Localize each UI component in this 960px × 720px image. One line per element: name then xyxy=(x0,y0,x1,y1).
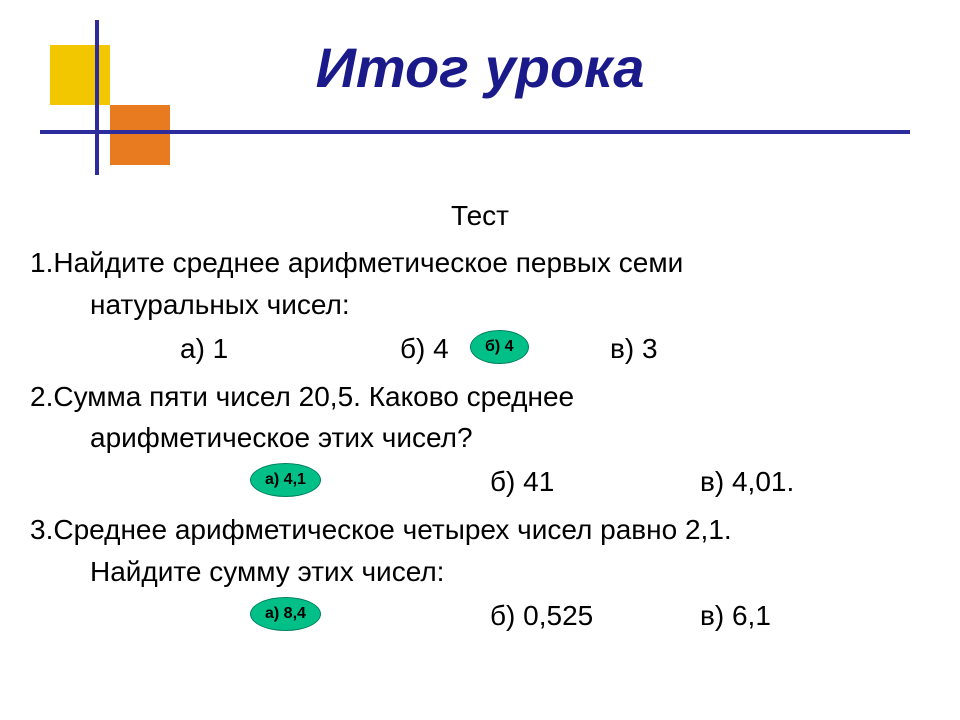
q2-correct-badge: а) 4,1 xyxy=(250,463,321,497)
q3-line2: Найдите сумму этих чисел: xyxy=(30,553,930,591)
orange-square xyxy=(110,105,170,165)
q3-answers: а) 8,4 б) 0,525 в) 6,1 xyxy=(30,595,930,639)
content-area: Тест 1.Найдите среднее арифметическое пе… xyxy=(30,200,930,645)
q2-line2: арифметическое этих чисел? xyxy=(30,419,930,457)
slide-title: Итог урока xyxy=(0,35,960,100)
q2-option-b: б) 41 xyxy=(490,461,554,503)
q1-option-b: б) 4 xyxy=(400,328,449,370)
q1-option-a: а) 1 xyxy=(180,328,228,370)
q1-answers: а) 1 б) 4 б) 4 в) 3 xyxy=(30,328,930,372)
q2-option-c: в) 4,01. xyxy=(700,461,794,503)
q3-option-b: б) 0,525 xyxy=(490,595,593,637)
q3-option-c: в) 6,1 xyxy=(700,595,771,637)
q1-line2: натуральных чисел: xyxy=(30,286,930,324)
q1-line1: 1.Найдите среднее арифметическое первых … xyxy=(30,244,930,282)
horizontal-line xyxy=(40,130,910,134)
q1-option-c: в) 3 xyxy=(610,328,658,370)
test-heading: Тест xyxy=(30,200,930,232)
q3-line1: 3.Среднее арифметическое четырех чисел р… xyxy=(30,511,930,549)
q2-line1: 2.Сумма пяти чисел 20,5. Каково среднее xyxy=(30,378,930,416)
q2-answers: а) 4,1 б) 41 в) 4,01. xyxy=(30,461,930,505)
q1-correct-badge: б) 4 xyxy=(470,330,529,364)
q3-correct-badge: а) 8,4 xyxy=(250,597,321,631)
